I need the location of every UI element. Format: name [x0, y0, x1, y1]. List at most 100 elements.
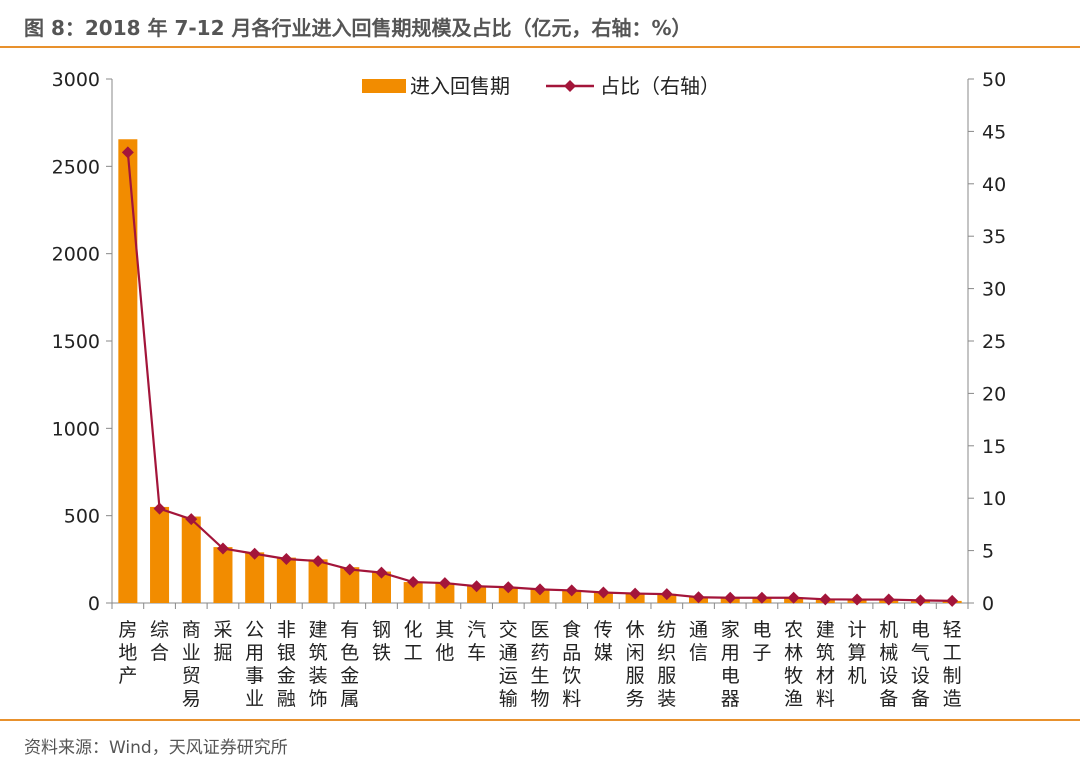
right-tick-label: 20	[982, 383, 1006, 405]
left-tick-label: 2000	[52, 244, 100, 266]
bar	[276, 557, 296, 603]
left-tick-label: 500	[64, 506, 100, 528]
axes: 0 500 1000 1500 2000 2500 3000 0 5 10 15 20 25 30 35 40…	[52, 69, 1007, 615]
line-point	[438, 577, 451, 590]
right-tick-label: 50	[982, 69, 1006, 91]
line-point	[470, 580, 483, 593]
x-tick-label: 公用事业	[245, 619, 264, 710]
line-point	[407, 576, 420, 589]
bar	[181, 516, 201, 603]
line-point	[755, 591, 768, 604]
bar	[467, 585, 487, 603]
right-tick-label: 30	[982, 279, 1006, 301]
x-tick-label: 有色金属	[340, 619, 359, 710]
x-tick-label: 纺织服装	[657, 619, 676, 710]
line-point	[121, 146, 134, 159]
line-point	[882, 593, 895, 606]
line-point	[248, 547, 261, 560]
legend: 进入回售期 占比（右轴）	[362, 74, 720, 98]
source-note: 资料来源：Wind，天风证券研究所	[24, 738, 288, 758]
line-point	[819, 593, 832, 606]
line-point	[851, 593, 864, 606]
legend-bar-label: 进入回售期	[410, 74, 510, 98]
bar	[245, 552, 265, 603]
bottom-divider	[0, 719, 1080, 721]
line-point	[946, 594, 959, 607]
x-tick-label: 电子	[752, 619, 771, 664]
x-tick-label: 汽车	[467, 619, 486, 664]
line-point	[312, 555, 325, 568]
bar	[498, 586, 518, 603]
x-tick-label: 机械设备	[879, 619, 898, 710]
line-point	[185, 513, 198, 526]
x-tick-label: 其他	[435, 619, 454, 664]
bar	[562, 590, 582, 603]
left-tick-label: 2500	[52, 156, 100, 178]
line-point	[534, 583, 546, 596]
line-point	[724, 591, 737, 604]
right-tick-label: 35	[982, 226, 1006, 248]
x-tick-label: 综合	[150, 619, 169, 664]
line-point	[280, 552, 293, 565]
line-point	[787, 591, 800, 604]
x-tick-label: 通信	[689, 619, 708, 664]
line-point	[343, 563, 356, 576]
share-line	[126, 152, 953, 603]
line-point	[565, 584, 578, 597]
line-point	[502, 581, 515, 594]
legend-bar-swatch	[362, 79, 406, 93]
x-tick-label: 房地产	[118, 619, 137, 687]
bar	[118, 139, 138, 603]
x-tick-label: 采掘	[213, 619, 232, 664]
x-tick-label: 食品饮料	[562, 619, 581, 710]
x-tick-label: 家用电器	[721, 619, 740, 710]
x-tick-label: 交通运输	[499, 619, 518, 710]
legend-line-marker	[564, 80, 576, 92]
left-tick-label: 1000	[52, 418, 100, 440]
bar	[403, 582, 423, 603]
line-series	[121, 146, 959, 607]
right-tick-label: 5	[982, 541, 994, 563]
left-tick-label: 3000	[52, 69, 100, 91]
line-point	[216, 542, 229, 555]
x-tick-label: 医药生物	[530, 619, 549, 710]
chart: 0 500 1000 1500 2000 2500 3000 0 5 10 15 20 25 30 35 40…	[52, 69, 1007, 710]
x-tick-label: 休闲服务	[626, 619, 645, 710]
bar-series	[118, 139, 962, 603]
chart-title: 图 8：2018 年 7-12 月各行业进入回售期规模及占比（亿元，右轴：%）	[24, 16, 692, 40]
x-tick-label: 农林牧渔	[784, 619, 803, 710]
line-point	[375, 566, 388, 579]
right-tick-label: 25	[982, 331, 1006, 353]
x-tick-label: 商业贸易	[182, 619, 201, 710]
x-tick-label: 化工	[404, 619, 423, 664]
bar	[213, 547, 233, 603]
right-tick-label: 0	[982, 593, 994, 615]
bar	[530, 589, 550, 603]
legend-line-label: 占比（右轴）	[600, 74, 720, 98]
top-divider	[0, 46, 1080, 48]
right-tick-label: 10	[982, 488, 1006, 510]
right-tick-label: 15	[982, 436, 1006, 458]
x-tick-label: 钢铁	[372, 619, 391, 664]
bar	[340, 567, 360, 603]
line-point	[629, 587, 642, 600]
right-tick-label: 45	[982, 121, 1006, 143]
x-tick-label: 传媒	[594, 619, 613, 664]
bar	[371, 571, 391, 603]
line-point	[692, 591, 705, 604]
x-tick-label: 建筑材料	[816, 619, 835, 710]
x-tick-label: 轻工制造	[943, 619, 962, 710]
line-point	[153, 502, 166, 515]
x-tick-label: 非银金融	[277, 619, 296, 710]
left-tick-label: 0	[88, 593, 100, 615]
line-point	[597, 586, 610, 599]
right-tick-label: 40	[982, 174, 1006, 196]
bar	[308, 559, 328, 603]
bar	[435, 582, 455, 603]
x-tick-label: 建筑装饰	[309, 619, 328, 710]
line-point	[914, 594, 927, 607]
left-tick-label: 1500	[52, 331, 100, 353]
x-tick-label: 电气设备	[911, 619, 930, 710]
x-axis-labels: 房地产综合商业贸易采掘公用事业非银金融建筑装饰有色金属钢铁化工其他汽车交通运输医…	[118, 619, 961, 710]
x-tick-label: 计算机	[848, 619, 867, 687]
